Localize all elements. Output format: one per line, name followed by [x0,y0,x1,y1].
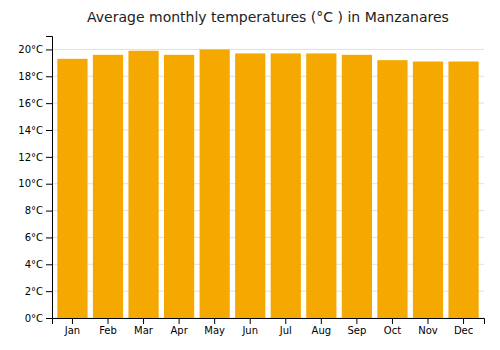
y-tick-label: 2°C [25,286,43,297]
y-tick: 2°C [25,286,52,297]
bar [342,55,372,318]
bar [413,62,443,318]
x-axis-line [53,319,485,325]
x-tick-mark [463,318,464,324]
x-tick: Aug [312,318,332,336]
chart-container: 0°C 2°C 4°C 6°C 8°C 10°C 12°C 14°C 16°C 18°C 20°C J… [0,0,500,350]
y-tick-mark [46,184,52,185]
y-tick-mark [46,237,52,238]
x-tick: Mar [134,318,154,336]
x-tick: Apr [170,318,188,336]
bar [200,49,230,318]
y-tick-label: 4°C [25,259,43,270]
grid [52,49,484,318]
x-tick-label: Nov [418,325,438,336]
x-tick: Sep [347,318,366,336]
y-tick: 14°C [18,125,52,136]
x-tick-mark [108,318,109,324]
y-tick-mark [46,49,52,50]
y-tick-mark [46,291,52,292]
x-tick-mark [285,318,286,324]
y-tick-label: 6°C [25,232,43,243]
chart-title: Average monthly temperatures (°C ) in Ma… [87,9,449,25]
chart-svg: 0°C 2°C 4°C 6°C 8°C 10°C 12°C 14°C 16°C 18°C 20°C J… [0,0,500,350]
y-tick-mark [46,264,52,265]
y-axis-line [46,37,53,319]
y-tick: 0°C [25,313,52,324]
y-tick-label: 10°C [18,178,43,189]
y-tick-mark [46,211,52,212]
x-tick-mark [179,318,180,324]
y-tick: 4°C [25,259,52,270]
x-tick-label: Jul [279,325,292,336]
bar [377,60,407,318]
x-tick-label: Sep [347,325,366,336]
x-tick-mark [72,318,73,324]
x-tick: Jul [279,318,292,336]
y-tick-label: 12°C [18,152,43,163]
x-tick-mark [392,318,393,324]
x-axis: Jan Feb Mar Apr May Jun Jul Aug Sep Oct Nov Dec [53,318,485,336]
plot-area: 0°C 2°C 4°C 6°C 8°C 10°C 12°C 14°C 16°C 18°C 20°C J… [18,37,484,337]
y-tick-label: 20°C [18,44,43,55]
x-tick-mark [428,318,429,324]
x-tick-mark [143,318,144,324]
x-tick-label: Jan [64,325,80,336]
grid-line [52,49,484,50]
y-tick-label: 18°C [18,71,43,82]
y-tick-mark [46,103,52,104]
x-tick-label: Dec [454,325,473,336]
y-tick: 12°C [18,152,52,163]
y-tick-mark [46,130,52,131]
bar [306,53,336,318]
x-tick: Nov [418,318,438,336]
bar [448,62,478,318]
x-tick: May [204,318,225,336]
bar [93,55,123,318]
y-tick-label: 0°C [25,313,43,324]
bar [235,53,265,318]
x-tick-label: Oct [384,325,401,336]
x-tick-mark [214,318,215,324]
x-tick: Jun [241,318,258,336]
x-tick-label: Apr [170,325,188,336]
bar [128,51,158,318]
x-tick-label: May [204,325,225,336]
y-tick-label: 8°C [25,205,43,216]
y-tick-mark [46,76,52,77]
y-axis: 0°C 2°C 4°C 6°C 8°C 10°C 12°C 14°C 16°C 18°C 20°C [18,37,52,324]
y-tick: 6°C [25,232,52,243]
x-tick-label: Jun [241,325,258,336]
y-tick: 8°C [25,205,52,216]
y-tick: 20°C [18,44,52,55]
y-tick: 16°C [18,98,52,109]
x-tick: Oct [384,318,401,336]
x-tick-mark [321,318,322,324]
x-tick: Jan [64,318,80,336]
y-tick-mark [46,318,52,319]
x-tick-mark [356,318,357,324]
bars [57,49,478,318]
bar [57,59,87,318]
y-tick-label: 14°C [18,125,43,136]
x-tick-label: Aug [312,325,332,336]
x-tick: Feb [99,318,117,336]
y-tick: 18°C [18,71,52,82]
bar [271,53,301,318]
x-tick-label: Feb [99,325,117,336]
x-tick-label: Mar [134,325,154,336]
y-tick: 10°C [18,178,52,189]
bar [164,55,194,318]
y-tick-label: 16°C [18,98,43,109]
x-tick-mark [250,318,251,324]
x-tick: Dec [454,318,473,336]
y-tick-mark [46,157,52,158]
